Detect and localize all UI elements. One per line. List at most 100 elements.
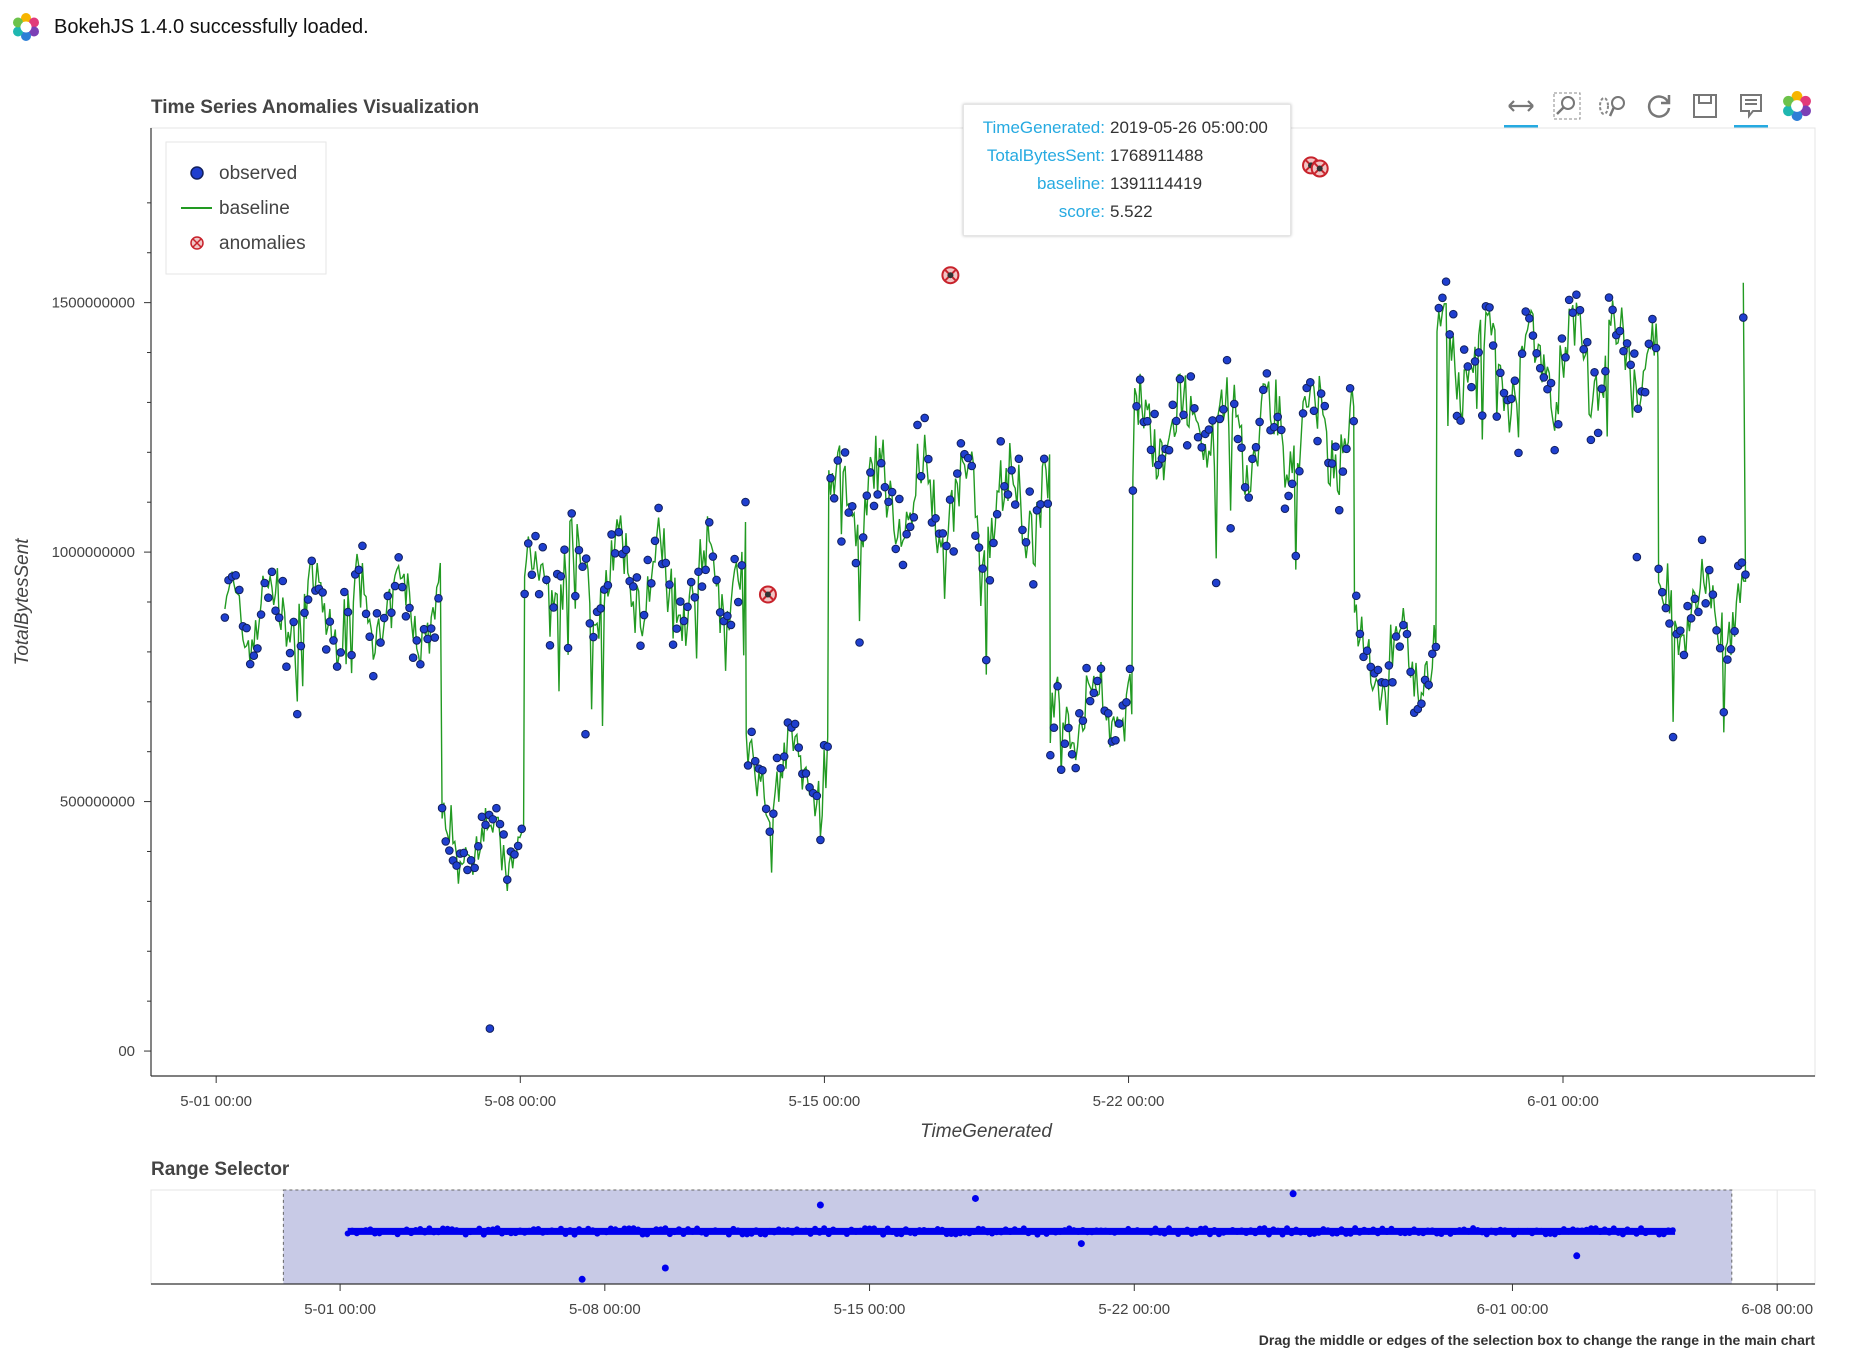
pan-tool[interactable] <box>1502 86 1540 128</box>
range-point <box>698 1229 705 1236</box>
observed-point <box>1362 646 1372 656</box>
range-point <box>426 1225 433 1232</box>
bokeh-logo[interactable] <box>1778 86 1816 126</box>
observed-point <box>676 597 685 606</box>
observed-point <box>394 553 403 562</box>
observed-point <box>837 537 846 546</box>
save-icon <box>1693 94 1717 118</box>
observed-point <box>332 662 342 671</box>
observed-point <box>1434 303 1444 313</box>
observed-point <box>989 538 998 548</box>
box-zoom-tool[interactable] <box>1548 86 1586 126</box>
range-point <box>694 1225 701 1232</box>
save-tool[interactable] <box>1686 86 1724 126</box>
observed-point <box>920 413 930 423</box>
observed-point <box>949 547 958 556</box>
observed-point <box>520 589 529 599</box>
observed-point <box>292 709 302 719</box>
observed-point <box>1557 334 1567 343</box>
observed-point <box>650 536 660 546</box>
range-point <box>816 1201 824 1209</box>
observed-point <box>1496 368 1505 378</box>
observed-point <box>1089 688 1099 698</box>
observed-point <box>560 545 569 554</box>
anomaly-marker[interactable] <box>941 266 960 285</box>
observed-point <box>603 580 613 590</box>
anomaly-marker[interactable] <box>758 585 777 604</box>
observed-point <box>589 632 598 642</box>
range-selection-box[interactable] <box>282 1189 1733 1285</box>
range-x-tick-label: 6-01 00:00 <box>1477 1301 1549 1318</box>
observed-point <box>866 468 875 477</box>
range-point <box>1289 1190 1297 1198</box>
observed-point <box>245 659 255 669</box>
hover-tool[interactable] <box>1732 86 1770 128</box>
observed-point <box>249 651 259 661</box>
observed-point <box>761 804 771 814</box>
range-point <box>453 1227 460 1234</box>
observed-point <box>340 587 349 597</box>
range-point <box>857 1227 864 1234</box>
observed-point <box>1630 349 1639 358</box>
observed-point <box>1737 558 1747 567</box>
range-selector-chart[interactable]: 5-01 00:00 5-08 00:00 5-15 00:00 5-22 00:00… <box>0 1180 1868 1360</box>
anomaly-marker[interactable] <box>1310 159 1329 178</box>
observed-point <box>1632 552 1642 562</box>
observed-point <box>1222 355 1232 365</box>
observed-point <box>952 469 962 478</box>
range-point <box>1343 1230 1350 1237</box>
observed-point <box>1327 459 1337 468</box>
observed-point <box>1676 626 1685 635</box>
x-tick-label: 5-22 00:00 <box>1093 1093 1165 1110</box>
legend-anomalies-glyph <box>190 236 204 250</box>
range-x-tick-label: 5-08 00:00 <box>569 1301 641 1318</box>
observed-point <box>1679 650 1689 660</box>
range-point <box>1420 1230 1427 1237</box>
observed-point <box>1539 373 1549 382</box>
observed-point <box>1320 401 1330 411</box>
observed-point <box>412 636 422 645</box>
range-point <box>439 1225 446 1232</box>
range-point <box>812 1225 819 1232</box>
observed-point <box>379 613 389 623</box>
observed-point <box>869 501 879 511</box>
observed-point <box>1135 375 1145 384</box>
range-point <box>771 1229 778 1236</box>
observed-point <box>1406 667 1415 677</box>
range-point <box>839 1228 846 1235</box>
range-point <box>707 1228 714 1235</box>
observed-point <box>876 458 886 468</box>
wheel-zoom-tool[interactable] <box>1594 86 1632 126</box>
observed-point <box>434 594 443 603</box>
range-point <box>989 1230 996 1237</box>
range-point <box>539 1229 546 1236</box>
range-point <box>576 1226 583 1233</box>
legend-observed-label: observed <box>219 163 297 184</box>
range-point <box>630 1225 637 1232</box>
range-point <box>957 1230 964 1237</box>
range-point <box>1297 1229 1304 1236</box>
observed-point <box>527 570 537 579</box>
observed-point <box>502 875 512 884</box>
range-point <box>1038 1228 1045 1235</box>
range-point <box>480 1231 487 1238</box>
observed-point <box>1572 290 1581 300</box>
range-point <box>1451 1229 1458 1236</box>
range-point <box>1311 1230 1318 1237</box>
range-point <box>603 1229 610 1236</box>
observed-point <box>1546 378 1556 388</box>
observed-point <box>1514 448 1523 458</box>
range-point <box>793 1226 800 1233</box>
observed-point <box>419 624 429 634</box>
observed-point <box>347 650 356 660</box>
observed-point <box>376 638 385 647</box>
range-point <box>1606 1229 1613 1236</box>
reset-tool[interactable] <box>1640 86 1678 126</box>
main-chart[interactable]: 5-01 00:00 5-08 00:00 5-15 00:00 5-22 00:00… <box>0 0 1868 1150</box>
observed-point <box>829 494 839 503</box>
range-point <box>834 1228 841 1235</box>
observed-point <box>1608 305 1617 315</box>
observed-point <box>826 473 835 483</box>
range-point <box>371 1230 378 1237</box>
range-point <box>521 1229 528 1236</box>
